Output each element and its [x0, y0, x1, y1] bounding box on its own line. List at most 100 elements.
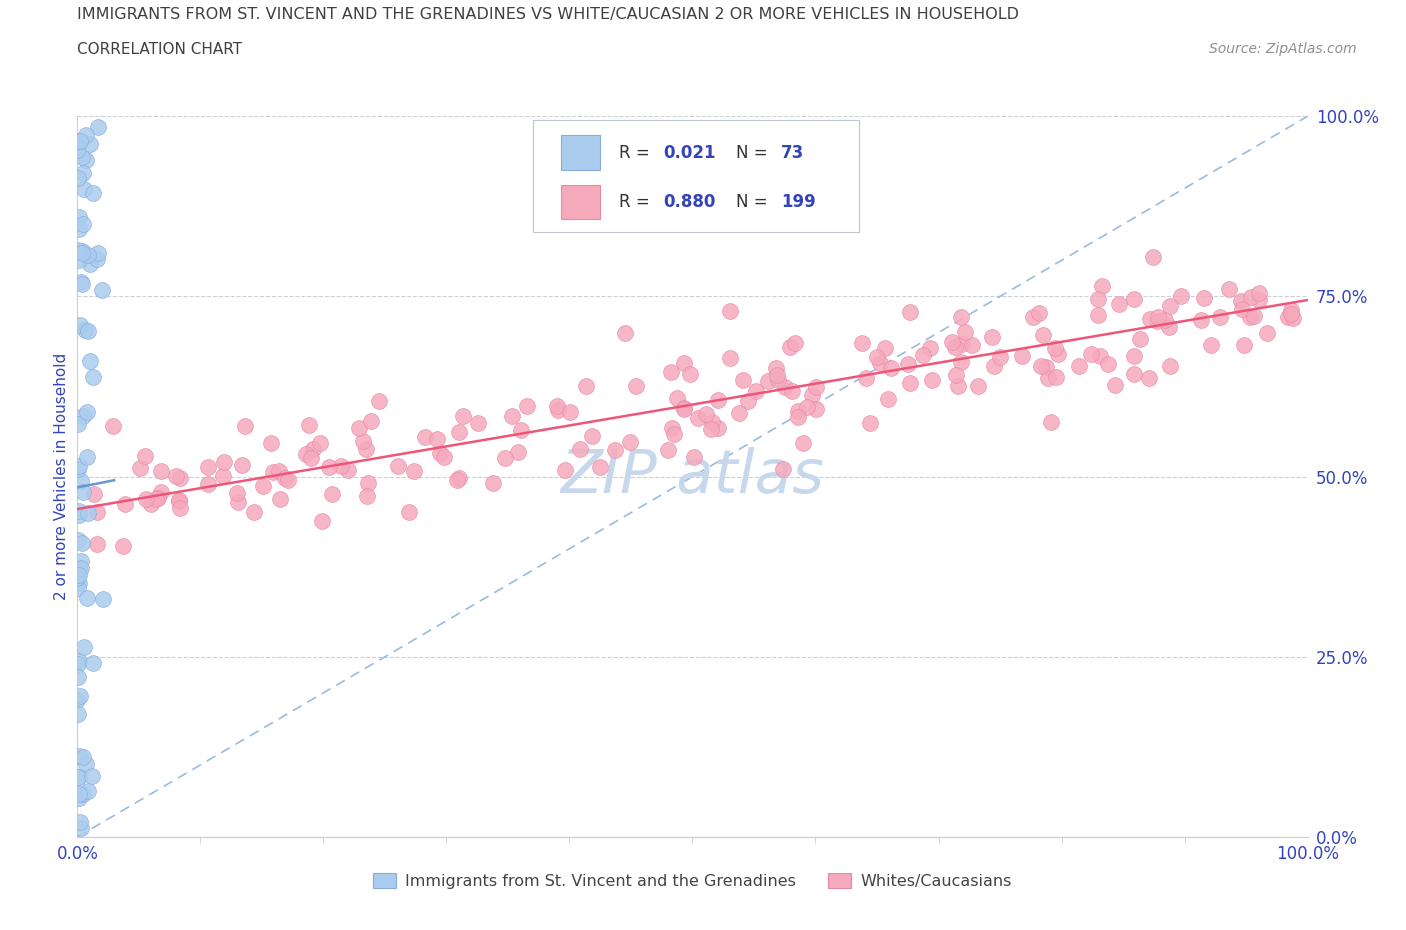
Point [72, 182, 94, 197]
Point [87, 246, 110, 260]
Point [1159, 299, 1181, 313]
Point [950, 337, 973, 352]
Point [76, 450, 98, 465]
Point [267, 464, 290, 479]
Point [1011, 349, 1033, 364]
Point [76, 591, 98, 605]
Text: R =: R = [619, 193, 655, 211]
Point [949, 310, 972, 325]
Point [368, 393, 391, 408]
Point [302, 442, 325, 457]
Point [429, 445, 451, 460]
Point [70, 553, 93, 568]
Point [943, 340, 966, 355]
Point [949, 354, 972, 369]
Point [661, 420, 683, 435]
Point [1022, 310, 1045, 325]
Point [1129, 331, 1152, 346]
FancyBboxPatch shape [533, 120, 859, 232]
Point [659, 365, 682, 379]
Point [1229, 294, 1251, 309]
Point [1142, 250, 1164, 265]
Point [683, 450, 706, 465]
Point [1170, 289, 1192, 304]
Point [718, 351, 741, 365]
Point [243, 504, 266, 519]
Point [67, 503, 90, 518]
Point [1029, 358, 1052, 373]
Point [695, 406, 717, 421]
Point [1232, 338, 1254, 352]
Point [1123, 349, 1146, 364]
Point [76, 505, 98, 520]
Point [67, 576, 90, 591]
Point [75, 757, 97, 772]
Point [1256, 326, 1278, 340]
Point [69, 210, 91, 225]
Point [66, 657, 89, 671]
Point [879, 361, 901, 376]
Point [953, 325, 976, 339]
Point [337, 463, 360, 478]
Point [309, 436, 332, 451]
Point [87, 120, 110, 135]
Point [804, 402, 827, 417]
Point [66, 570, 89, 585]
Point [295, 446, 318, 461]
Point [111, 538, 134, 553]
Point [72, 485, 94, 499]
Point [426, 432, 449, 446]
Point [69, 815, 91, 830]
Point [167, 494, 190, 509]
Text: IMMIGRANTS FROM ST. VINCENT AND THE GRENADINES VS WHITE/CAUCASIAN 2 OR MORE VEHI: IMMIGRANTS FROM ST. VINCENT AND THE GREN… [77, 7, 1019, 22]
Point [718, 304, 741, 319]
Point [70, 246, 93, 260]
Point [1087, 291, 1109, 306]
Point [1097, 356, 1119, 371]
Point [75, 153, 97, 167]
Point [415, 430, 437, 445]
Point [1080, 347, 1102, 362]
Point [1040, 415, 1063, 430]
Point [70, 276, 93, 291]
Point [946, 379, 969, 393]
Point [783, 336, 806, 351]
Point [780, 384, 803, 399]
Point [67, 562, 90, 577]
Point [212, 454, 235, 469]
Point [72, 217, 94, 232]
Point [1153, 312, 1175, 327]
Point [82, 768, 104, 783]
Point [554, 463, 576, 478]
Point [212, 469, 235, 484]
Point [898, 305, 921, 320]
Point [82, 186, 104, 201]
Point [67, 670, 90, 684]
Point [73, 323, 96, 338]
Point [1032, 327, 1054, 342]
Point [851, 336, 873, 351]
Point [321, 486, 343, 501]
Point [360, 413, 382, 428]
Point [169, 501, 191, 516]
Point [981, 329, 1004, 344]
Point [1028, 306, 1050, 321]
Point [134, 448, 156, 463]
Point [1209, 310, 1232, 325]
Text: R =: R = [619, 144, 655, 162]
Point [510, 423, 533, 438]
Point [252, 478, 274, 493]
Point [165, 469, 187, 484]
Point [82, 369, 104, 384]
Text: 0.021: 0.021 [664, 144, 716, 162]
Point [1146, 313, 1168, 328]
Point [990, 350, 1012, 365]
Point [449, 425, 471, 440]
Point [311, 513, 333, 528]
Point [1247, 286, 1270, 301]
Point [672, 402, 695, 417]
Point [1047, 346, 1070, 361]
Point [298, 418, 321, 432]
Point [657, 443, 679, 458]
Point [347, 420, 370, 435]
